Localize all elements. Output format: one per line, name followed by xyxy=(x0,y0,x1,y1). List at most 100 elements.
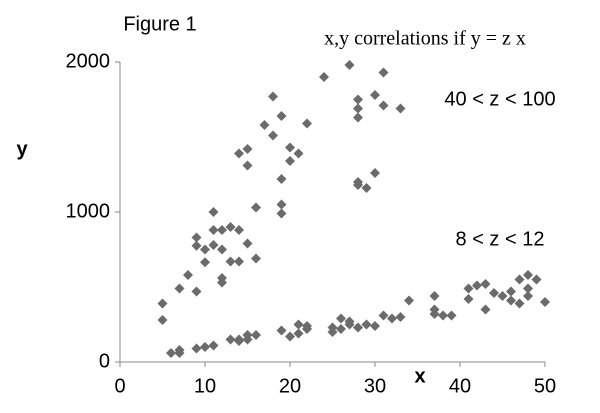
point xyxy=(242,160,253,171)
point xyxy=(370,90,380,100)
point xyxy=(395,103,406,114)
point xyxy=(225,256,236,267)
point xyxy=(378,67,389,78)
point xyxy=(378,100,389,111)
point xyxy=(353,94,363,105)
point xyxy=(217,277,227,288)
point xyxy=(497,291,508,301)
point xyxy=(234,148,244,159)
point xyxy=(293,319,304,330)
point xyxy=(463,294,474,304)
point xyxy=(480,279,491,289)
point xyxy=(276,208,287,219)
point xyxy=(251,253,261,264)
point xyxy=(268,130,278,141)
point xyxy=(361,319,372,330)
y-axis-label: y xyxy=(16,138,28,160)
point xyxy=(523,270,533,280)
y-tick-label: 1000 xyxy=(66,200,111,222)
point xyxy=(200,244,210,255)
x-tick-label: 20 xyxy=(279,375,301,397)
point xyxy=(285,156,295,166)
point xyxy=(174,345,185,355)
point xyxy=(191,286,202,297)
point xyxy=(208,225,219,235)
point xyxy=(506,286,516,297)
point xyxy=(438,310,448,321)
x-axis-label: x xyxy=(414,365,425,387)
point xyxy=(200,257,210,268)
point xyxy=(370,168,380,178)
point xyxy=(463,283,474,294)
point xyxy=(344,319,355,330)
annotation: 40 < z < 100 xyxy=(444,88,555,110)
point xyxy=(285,142,295,153)
point xyxy=(251,330,261,340)
point xyxy=(506,295,516,306)
point xyxy=(183,270,193,280)
point xyxy=(336,324,346,334)
point xyxy=(276,174,287,184)
point xyxy=(234,334,244,345)
chart-title: Figure 1 xyxy=(123,13,196,35)
point xyxy=(259,120,270,130)
point xyxy=(174,283,185,294)
point xyxy=(157,298,168,309)
point xyxy=(293,328,304,339)
point xyxy=(361,183,372,193)
point xyxy=(225,334,236,345)
point xyxy=(489,288,499,298)
point xyxy=(353,103,363,114)
point xyxy=(319,72,329,82)
point xyxy=(234,225,244,235)
x-tick-label: 30 xyxy=(364,375,386,397)
point xyxy=(429,309,440,319)
point xyxy=(208,240,219,250)
point xyxy=(302,118,312,129)
point xyxy=(276,199,287,210)
point xyxy=(353,112,363,123)
x-tick-label: 40 xyxy=(449,375,471,397)
x-tick-label: 0 xyxy=(114,375,125,397)
point xyxy=(234,256,244,267)
point xyxy=(268,91,278,102)
x-tick-label: 50 xyxy=(534,375,556,397)
point xyxy=(217,225,227,235)
point xyxy=(293,148,304,159)
point xyxy=(276,325,287,336)
annotation: x,y correlations if y = z x xyxy=(324,28,526,50)
point xyxy=(370,321,380,331)
point xyxy=(336,313,346,324)
point xyxy=(276,111,287,121)
point xyxy=(353,180,363,190)
y-tick-label: 0 xyxy=(99,350,110,372)
point xyxy=(157,315,168,325)
point xyxy=(191,343,202,354)
point xyxy=(353,322,363,333)
point xyxy=(523,291,533,301)
point xyxy=(200,342,210,352)
point xyxy=(387,313,397,324)
point xyxy=(191,232,202,243)
point xyxy=(242,144,253,154)
point xyxy=(344,60,355,70)
point xyxy=(327,322,338,333)
point xyxy=(251,202,261,213)
point xyxy=(285,331,295,342)
point xyxy=(446,310,457,321)
point xyxy=(166,348,176,358)
point xyxy=(514,298,525,309)
x-tick-label: 10 xyxy=(194,375,216,397)
point xyxy=(531,274,542,285)
point xyxy=(208,340,219,351)
point xyxy=(208,207,219,217)
point xyxy=(242,238,253,249)
point xyxy=(404,295,414,306)
point xyxy=(217,244,227,255)
point xyxy=(429,291,440,301)
point xyxy=(378,310,389,321)
point xyxy=(225,222,236,232)
point xyxy=(523,283,533,294)
point xyxy=(540,297,550,307)
